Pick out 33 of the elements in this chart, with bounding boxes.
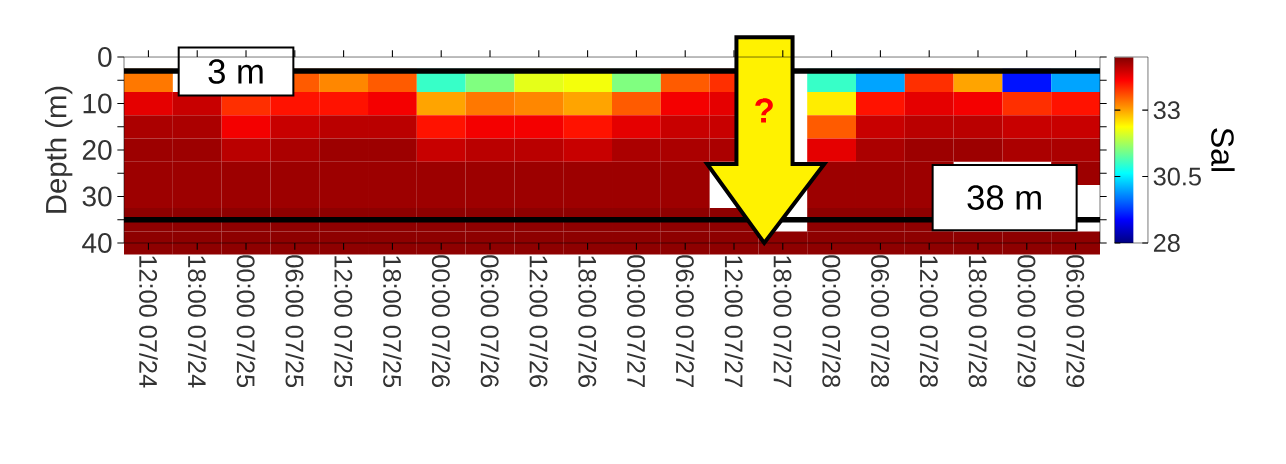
x-tick-label: 00:00 07/27 — [627, 255, 646, 387]
x-tick-label: 00:00 07/25 — [236, 255, 256, 388]
y-tick-label: 20 — [82, 140, 112, 160]
y-tick-label: 40 — [82, 233, 112, 253]
y-tick-label: 30 — [82, 186, 112, 207]
x-tick-label: 18:00 07/27 — [773, 256, 793, 387]
color-bar-label: 33 — [1153, 101, 1180, 120]
color-bar-label: 30.5 — [1153, 167, 1201, 186]
x-tick-label: 06:00 07/25 — [285, 255, 305, 388]
x-tick-label: 06:00 07/26 — [480, 255, 500, 388]
x-tick-label: 06:00 07/29 — [1066, 255, 1085, 387]
x-tick-label: 06:00 07/27 — [675, 255, 695, 387]
x-tick-label: 12:00 07/26 — [529, 256, 549, 388]
x-tick-label: 00:00 07/29 — [1017, 255, 1037, 387]
annotation: 3 m — [208, 59, 263, 84]
x-tick-label: 12:00 07/27 — [724, 256, 744, 387]
x-tick-label: 12:00 07/24 — [139, 256, 158, 388]
x-tick-label: 00:00 07/28 — [822, 255, 841, 388]
color-bar-title: Sal — [1211, 128, 1235, 171]
annotation: 38 m — [967, 185, 1041, 210]
x-tick-label: 12:00 07/25 — [334, 256, 353, 388]
y-tick-label: 10 — [83, 93, 112, 114]
y-axis-title: Depth (m) — [44, 86, 73, 213]
x-tick-label: 18:00 07/25 — [383, 256, 402, 388]
x-tick-label: 06:00 07/28 — [871, 255, 890, 388]
x-tick-label: 18:00 07/24 — [187, 256, 207, 388]
x-tick-label: 18:00 07/26 — [578, 256, 597, 388]
color-bar-label: 28 — [1153, 234, 1180, 252]
x-tick-label: 18:00 07/28 — [968, 256, 988, 388]
x-tick-label: 12:00 07/28 — [919, 256, 939, 388]
x-tick-label: 00:00 07/26 — [431, 255, 451, 388]
y-tick-label: 0 — [98, 47, 112, 67]
annotation: ? — [755, 98, 773, 123]
